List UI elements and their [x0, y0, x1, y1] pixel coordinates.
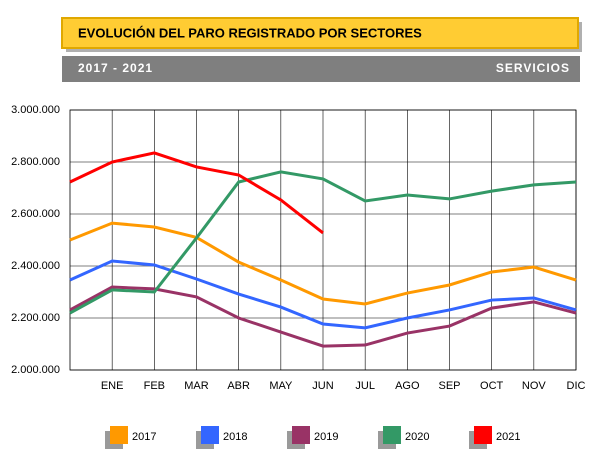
title-box	[61, 17, 579, 49]
x-tick-label: DIC	[567, 380, 586, 392]
legend-swatch	[292, 426, 310, 444]
y-tick-label: 2.400.000	[11, 260, 60, 272]
legend-label: 2021	[496, 431, 520, 443]
series-line	[69, 151, 324, 235]
x-tick-label: OCT	[480, 380, 504, 392]
x-tick-label: MAY	[269, 380, 293, 392]
legend-label: 2017	[132, 431, 156, 443]
y-tick-label: 2.000.000	[11, 364, 60, 376]
legend-label: 2019	[314, 431, 338, 443]
x-tick-label: JUN	[312, 380, 333, 392]
x-tick-label: ABR	[227, 380, 250, 392]
x-tick-label: MAR	[184, 380, 209, 392]
series-line	[69, 259, 577, 330]
x-tick-label: SEP	[438, 380, 460, 392]
y-tick-label: 2.200.000	[11, 312, 60, 324]
legend-swatch	[110, 426, 128, 444]
legend-swatch	[383, 426, 401, 444]
subtitle-bar	[62, 56, 580, 82]
legend-swatch	[474, 426, 492, 444]
chart-title: EVOLUCIÓN DEL PARO REGISTRADO POR SECTOR…	[78, 25, 422, 40]
sector: SERVICIOS	[496, 61, 570, 75]
x-tick-label: FEB	[144, 380, 165, 392]
legend-label: 2018	[223, 431, 247, 443]
y-tick-label: 2.600.000	[11, 208, 60, 220]
x-tick-label: AGO	[395, 380, 420, 392]
y-tick-label: 3.000.000	[11, 104, 60, 116]
series-line	[69, 221, 577, 306]
legend-swatch	[201, 426, 219, 444]
x-tick-label: ENE	[101, 380, 124, 392]
x-tick-label: JUL	[355, 380, 375, 392]
x-tick-label: NOV	[522, 380, 547, 392]
subtitle: 2017 - 2021	[78, 61, 153, 75]
y-tick-label: 2.800.000	[11, 156, 60, 168]
legend-label: 2020	[405, 431, 429, 443]
series-line	[69, 285, 577, 348]
series-line	[69, 170, 577, 315]
